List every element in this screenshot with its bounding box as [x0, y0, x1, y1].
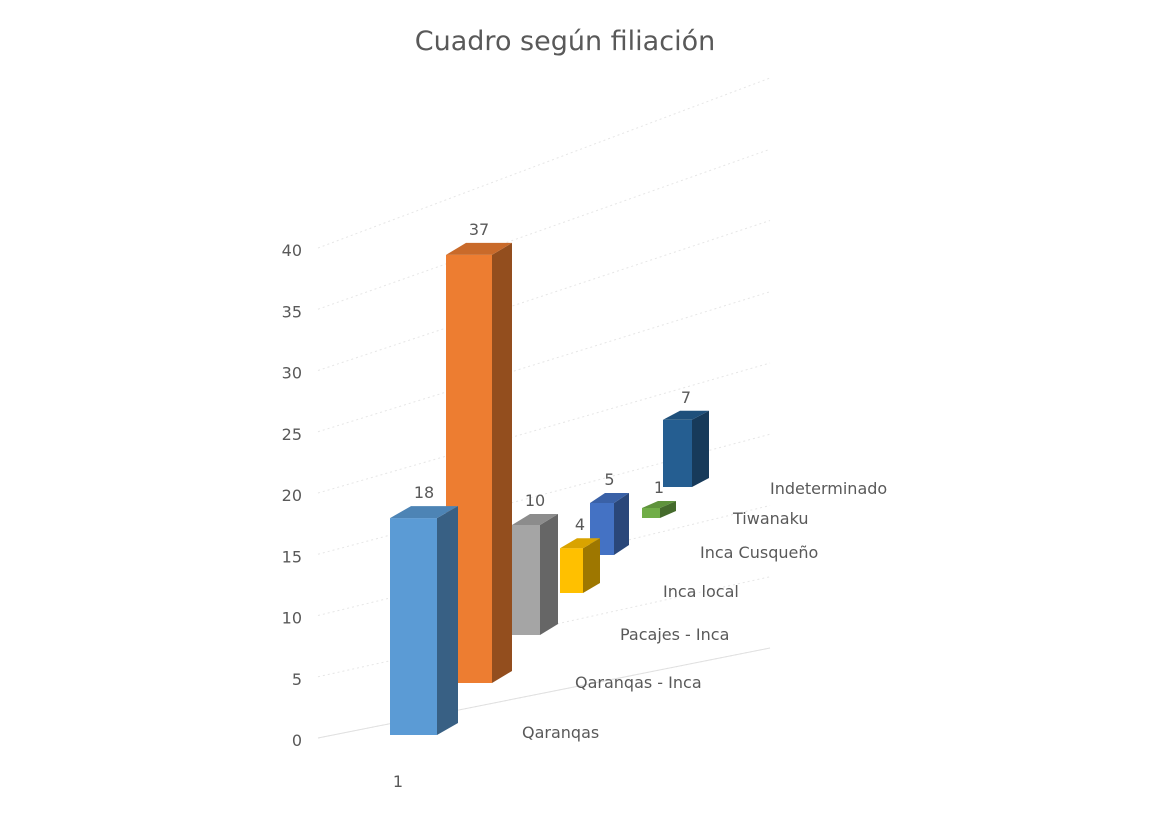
gridline [317, 148, 771, 310]
bar-top [390, 506, 458, 519]
bar-tiwanaku: 1 [642, 478, 676, 518]
bar-indeterminado: 7 [663, 388, 709, 487]
data-label: 1 [654, 478, 664, 497]
bar-top [560, 538, 600, 549]
bar-side [437, 506, 458, 735]
y-tick-label: 30 [282, 364, 302, 383]
y-tick-label: 20 [282, 486, 302, 505]
series-label: Indeterminado [770, 479, 887, 498]
bar-top [446, 242, 512, 255]
series-label: Inca local [663, 582, 739, 601]
bar-inca-local: 4 [560, 515, 600, 593]
bar-top [512, 514, 558, 525]
data-label: 7 [681, 388, 691, 407]
gridline [317, 291, 771, 433]
bar-side [540, 514, 558, 635]
x-tick-label: 1 [393, 772, 403, 791]
y-tick-label: 15 [282, 547, 302, 566]
bar-side [614, 493, 629, 555]
y-axis: 0 5 10 15 20 25 30 35 40 [282, 241, 302, 750]
y-tick-label: 5 [292, 670, 302, 689]
series-label: Qaranqas - Inca [575, 673, 702, 692]
y-tick-label: 0 [292, 731, 302, 750]
y-tick-label: 40 [282, 241, 302, 260]
bar-front [663, 419, 692, 487]
series-label: Inca Cusqueño [700, 543, 818, 562]
bar-front [390, 518, 437, 735]
bar-side [583, 538, 600, 593]
gridline [317, 220, 771, 371]
chart-title: Cuadro según filiación [415, 26, 715, 57]
data-label: 10 [525, 491, 545, 510]
series-label: Qaranqas [522, 723, 599, 742]
series-label: Pacajes - Inca [620, 625, 729, 644]
bar-front [560, 548, 583, 593]
bar-front [642, 508, 660, 518]
bar-top [663, 410, 709, 420]
bar-front [512, 525, 540, 635]
y-tick-label: 35 [282, 302, 302, 321]
bar-side [692, 410, 709, 487]
data-label: 37 [469, 220, 489, 239]
bar-side [660, 501, 676, 518]
y-tick-label: 25 [282, 425, 302, 444]
series-label: Tiwanaku [732, 509, 808, 528]
y-tick-label: 10 [282, 609, 302, 628]
bar-qaranqas-inca: 37 [446, 220, 512, 683]
bar-pacajes-inca: 10 [512, 491, 558, 635]
gridline [317, 362, 771, 494]
bar-side [492, 242, 512, 683]
gridline [317, 77, 771, 249]
data-label: 5 [604, 470, 614, 489]
bar-qaranqas: 18 [390, 483, 458, 735]
bar-inca-cusque-o: 5 [590, 470, 629, 555]
bar-top [642, 501, 676, 508]
bars: 7 1 5 4 10 37 18 [390, 220, 709, 735]
data-label: 18 [414, 483, 434, 502]
bar-top [590, 493, 629, 503]
data-label: 4 [575, 515, 585, 534]
series-axis: Indeterminado Tiwanaku Inca Cusqueño Inca l… [522, 479, 887, 742]
